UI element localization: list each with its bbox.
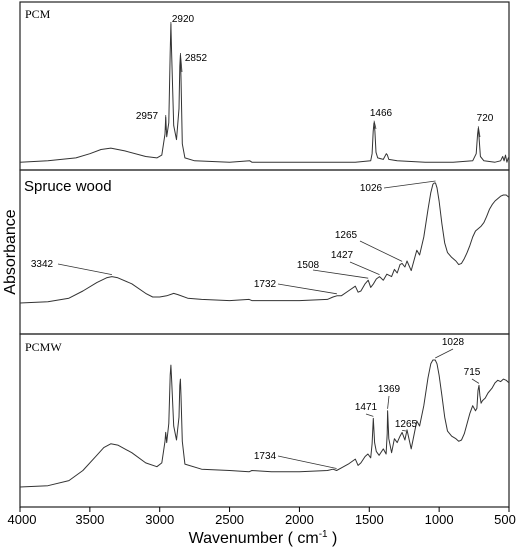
y-axis-title: Absorbance — [2, 209, 19, 294]
x-tick-label: 1500 — [355, 512, 384, 527]
peak-label: 1466 — [370, 108, 393, 119]
peak-label: 2852 — [185, 53, 208, 64]
x-tick-label: 4000 — [8, 512, 37, 527]
peak-label: 1028 — [442, 337, 465, 348]
x-axis-title-main: Wavenumber ( cm — [189, 530, 319, 547]
panel-title: Spruce wood — [24, 178, 112, 195]
peak-label: 1734 — [254, 451, 277, 462]
x-axis-title-exponent: -1 — [319, 529, 328, 540]
peak-leader-line — [402, 429, 407, 432]
peak-leader-line — [435, 348, 454, 359]
peak-leader-line — [359, 240, 403, 262]
peak-label: 1427 — [331, 250, 354, 261]
peak-leader-line — [365, 413, 374, 417]
x-tick-label: 1000 — [425, 512, 454, 527]
peak-label: 720 — [477, 113, 494, 124]
x-tick-label: 500 — [494, 512, 516, 527]
peak-leader-line — [383, 180, 436, 189]
x-axis-title: Wavenumber ( cm-1 ) — [189, 529, 338, 547]
panel-2: Spruce wood 3342 1732 1508 1427 1265 1026 — [19, 169, 510, 335]
peak-label: 1026 — [360, 183, 383, 194]
spectrum-line — [19, 23, 510, 163]
peak-leader-line — [57, 263, 113, 275]
x-axis-title-end: ) — [328, 530, 338, 547]
peak-label: 1369 — [378, 384, 401, 395]
peak-leader-line — [277, 455, 337, 469]
x-axis-ticks: 4000 3500 3000 2500 2000 1500 1000 500 — [8, 507, 516, 527]
peak-leader-line — [373, 120, 377, 130]
peak-leader-line — [312, 269, 369, 279]
x-tick-label: 2500 — [215, 512, 244, 527]
spectrum-line — [19, 182, 510, 304]
panel-title: PCM — [25, 7, 51, 21]
peak-leader-line — [349, 261, 380, 275]
peak-label: 1508 — [297, 260, 320, 271]
x-tick-label: 2000 — [285, 512, 314, 527]
peak-label: 2920 — [172, 14, 195, 25]
peak-label: 1265 — [395, 419, 418, 430]
peak-label: 2957 — [136, 111, 159, 122]
peak-label: 715 — [464, 367, 481, 378]
peak-leader-line — [477, 126, 481, 138]
spectrum-line — [19, 359, 510, 488]
x-tick-label: 3500 — [75, 512, 104, 527]
peak-label: 3342 — [31, 259, 54, 270]
peak-leader-line — [471, 378, 480, 384]
peak-label: 1265 — [335, 230, 358, 241]
panel-1: PCM 2957 2920 2852 1466 720 — [19, 1, 510, 171]
panel-title: PCMW — [25, 340, 62, 354]
peak-label: 1732 — [254, 279, 277, 290]
panel-frame — [19, 333, 510, 508]
panels-layer: PCM 2957 2920 2852 1466 720 Spruce wood 3342 173… — [19, 1, 510, 508]
x-tick-label: 3000 — [145, 512, 174, 527]
panel-frame — [19, 1, 510, 171]
peak-leader-line — [179, 52, 183, 73]
peak-label: 1471 — [355, 402, 378, 413]
peak-leader-line — [387, 395, 390, 409]
peak-leader-line — [277, 283, 337, 295]
